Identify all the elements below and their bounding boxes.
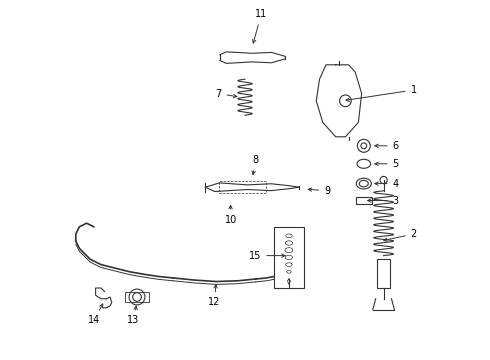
Text: 4: 4: [375, 179, 399, 189]
Bar: [377, 259, 390, 288]
Text: 2: 2: [384, 229, 417, 241]
Text: 11: 11: [252, 9, 268, 43]
Text: 1: 1: [346, 85, 416, 102]
Text: 9: 9: [308, 186, 330, 196]
Text: 10: 10: [224, 206, 237, 225]
Text: 14: 14: [88, 304, 103, 325]
Text: 7: 7: [215, 89, 237, 99]
Bar: [274, 227, 304, 288]
Bar: [125, 292, 148, 302]
Text: 15: 15: [249, 251, 285, 261]
Bar: [356, 197, 372, 204]
Bar: [220, 181, 266, 193]
Text: 8: 8: [252, 155, 259, 174]
Text: 5: 5: [375, 159, 399, 169]
Text: 3: 3: [368, 195, 399, 206]
Text: 12: 12: [208, 285, 220, 307]
Text: 13: 13: [127, 306, 140, 325]
Text: 6: 6: [375, 141, 399, 151]
